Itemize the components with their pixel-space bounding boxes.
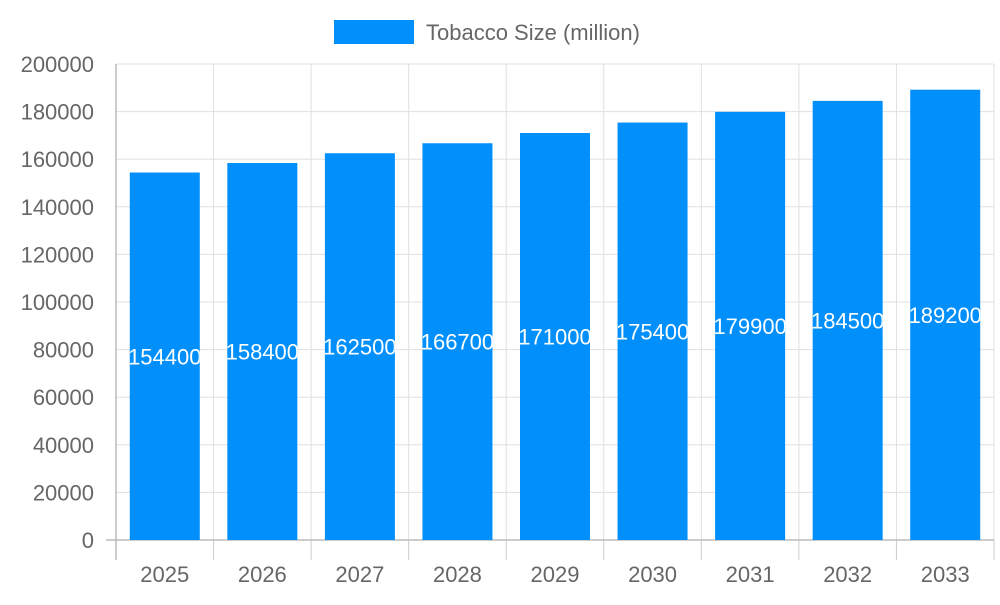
legend-label[interactable]: Tobacco Size (million) bbox=[426, 20, 640, 45]
y-tick-label: 20000 bbox=[33, 480, 94, 505]
y-tick-label: 120000 bbox=[21, 242, 94, 267]
data-label: 175400 bbox=[616, 319, 689, 344]
bar bbox=[422, 143, 493, 540]
data-label: 158400 bbox=[226, 340, 299, 365]
y-tick-label: 160000 bbox=[21, 147, 94, 172]
x-tick-label: 2030 bbox=[628, 562, 677, 587]
data-label: 154400 bbox=[128, 344, 201, 369]
data-label: 171000 bbox=[518, 325, 591, 350]
bar bbox=[227, 163, 298, 540]
x-tick-label: 2032 bbox=[823, 562, 872, 587]
bar bbox=[520, 133, 590, 540]
x-tick-label: 2029 bbox=[531, 562, 580, 587]
bar bbox=[715, 111, 786, 540]
bar bbox=[129, 172, 200, 540]
x-tick-label: 2025 bbox=[140, 562, 189, 587]
y-tick-label: 40000 bbox=[33, 433, 94, 458]
y-tick-label: 140000 bbox=[21, 195, 94, 220]
legend-swatch[interactable] bbox=[334, 20, 414, 44]
bar bbox=[324, 153, 395, 540]
bar bbox=[617, 122, 688, 540]
y-tick-label: 80000 bbox=[33, 338, 94, 363]
y-tick-label: 200000 bbox=[21, 52, 94, 77]
y-tick-label: 180000 bbox=[21, 100, 94, 125]
data-label: 184500 bbox=[811, 308, 884, 333]
bar bbox=[812, 100, 883, 540]
y-tick-label: 0 bbox=[82, 528, 94, 553]
data-label: 166700 bbox=[421, 330, 494, 355]
data-label: 179900 bbox=[713, 314, 786, 339]
x-tick-label: 2028 bbox=[433, 562, 482, 587]
y-tick-label: 100000 bbox=[21, 290, 94, 315]
x-tick-label: 2031 bbox=[726, 562, 775, 587]
x-tick-label: 2027 bbox=[335, 562, 384, 587]
bar bbox=[910, 89, 981, 540]
data-label: 162500 bbox=[323, 335, 396, 360]
data-label: 189200 bbox=[909, 303, 982, 328]
y-tick-label: 60000 bbox=[33, 385, 94, 410]
x-tick-label: 2026 bbox=[238, 562, 287, 587]
x-tick-label: 2033 bbox=[921, 562, 970, 587]
